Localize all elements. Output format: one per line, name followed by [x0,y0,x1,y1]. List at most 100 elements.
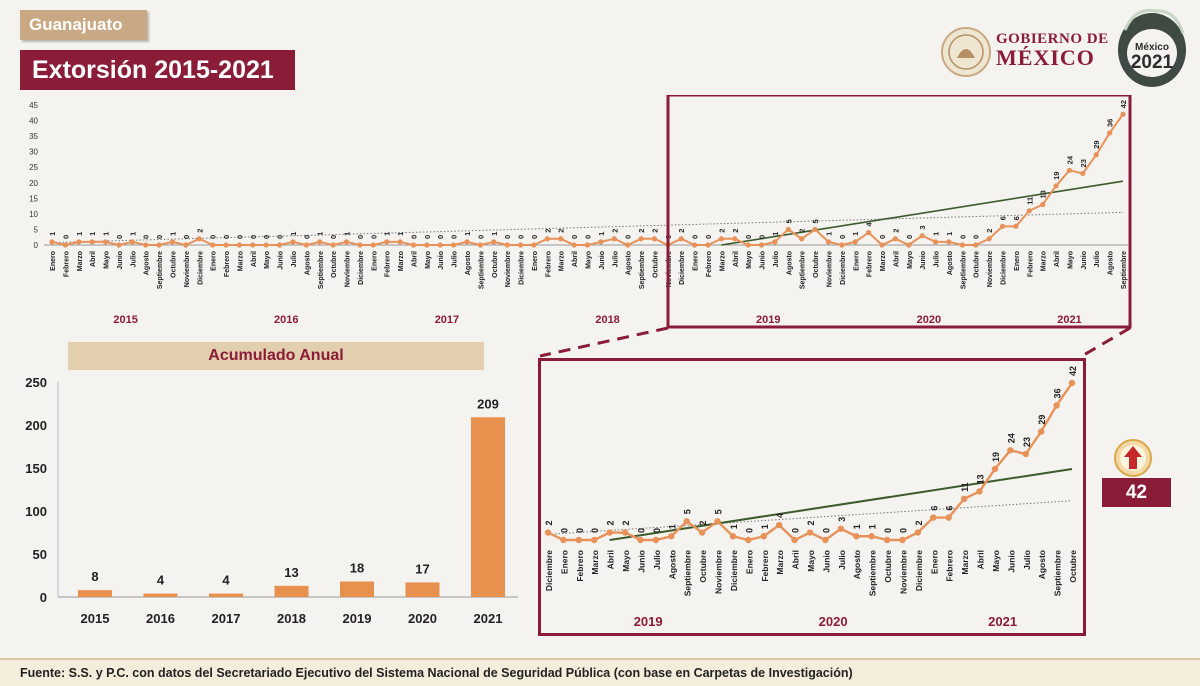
zoom-line-chart: 2 Diciembre 0 Enero 0 Febrero 0 Marzo 2 Abril 2 May… [538,358,1086,636]
data-label: 0 [744,235,753,239]
data-label: 0 [652,528,662,533]
y-tick-label: 5 [34,225,39,234]
year-label: 2021 [1057,314,1081,326]
data-point [49,239,55,245]
data-label: 0 [898,528,908,533]
increase-arrow-icon [1114,439,1152,477]
year-label: 2019 [756,314,780,326]
data-label: 1 [88,232,97,236]
month-label: Septiembre [318,251,325,289]
month-label: Septiembre [639,251,646,289]
data-label: 11 [1025,197,1034,205]
month-label: Agosto [626,251,633,275]
data-label: 1 [851,232,860,236]
data-point [732,236,738,242]
bar [405,582,440,597]
data-label: 0 [450,235,459,239]
month-label: Diciembre [840,251,847,285]
data-label: 0 [329,235,338,239]
data-point [223,242,229,248]
svg-text:México: México [1135,42,1169,53]
data-label: 2 [698,521,708,526]
month-label: Julio [773,251,780,267]
y-tick-label: 0 [34,241,39,250]
data-label: 0 [838,235,847,239]
data-label: 5 [784,219,793,223]
data-point [621,529,629,536]
month-label: Enero [1014,251,1021,271]
month-label: Enero [853,251,860,271]
month-label: Noviembre [345,251,352,287]
month-label: Mayo [264,251,271,269]
y-tick-label: 30 [29,148,38,157]
month-label: Agosto [852,550,862,579]
data-point [852,239,858,245]
data-point [991,465,999,473]
month-label: Agosto [304,251,311,275]
data-point [1066,167,1073,173]
data-point [1007,447,1014,454]
data-point [698,529,706,536]
data-point [451,242,457,248]
month-label: Noviembre [826,251,833,287]
data-label: 1 [383,232,392,236]
data-label: 2 [621,521,631,526]
month-label: Julio [1094,251,1101,267]
month-label: Noviembre [714,550,724,594]
highlight-box [666,95,1132,329]
data-label: 0 [883,528,893,533]
data-label: 2 [806,521,816,526]
data-point [1026,208,1032,214]
month-label: Diciembre [914,550,924,591]
data-label: 0 [791,528,801,533]
data-point [210,242,216,248]
data-label: 19 [991,452,1001,462]
month-label: Noviembre [184,251,191,287]
dotted-trend-line [547,500,1073,535]
month-label: Octubre [974,251,981,278]
data-point [745,242,751,248]
data-label: 0 [972,235,981,239]
month-label: Junio [760,251,767,270]
data-label: 0 [575,528,585,533]
category-label: 2020 [408,611,437,626]
month-label: Febrero [867,251,874,277]
source-footer: Fuente: S.S. y P.C. con datos del Secret… [0,658,1200,686]
month-label: Mayo [425,251,432,269]
latest-value-badge: 42 [1102,478,1171,507]
bar-value-label: 18 [350,561,364,576]
month-label: Octubre [698,550,708,583]
data-point [625,242,631,248]
data-label: 0 [905,235,914,239]
month-label: Agosto [1037,550,1047,579]
data-label: 1 [597,232,606,236]
month-label: Diciembre [544,550,554,591]
data-label: 19 [1052,172,1061,180]
data-label: 13 [976,474,986,484]
annual-bar-chart: 0 50 100 150 200 250 8 2015 4 2016 4 2017 13 2018 18 20… [25,375,518,626]
month-label: Diciembre [1001,251,1008,285]
bar [143,593,178,597]
month-label: Abril [572,251,579,267]
data-label: 42 [1119,100,1128,108]
data-point [745,536,752,544]
month-label: Octubre [1068,550,1078,583]
month-label: Agosto [667,550,677,579]
data-label: 0 [209,235,218,239]
data-point [638,236,644,242]
data-point [317,239,323,245]
month-label: Septiembre [683,550,693,597]
month-label: Junio [278,251,285,270]
data-point [143,242,149,248]
data-point [183,242,189,248]
data-point [606,529,613,536]
data-label: 0 [517,235,526,239]
data-label: 6 [945,506,955,511]
month-label: Agosto [786,251,793,275]
data-label: 2 [677,229,686,233]
data-label: 6 [999,216,1008,220]
data-point [973,242,979,248]
month-label: Marzo [719,251,726,271]
month-label: Junio [438,251,445,270]
month-label: Febrero [760,550,770,582]
